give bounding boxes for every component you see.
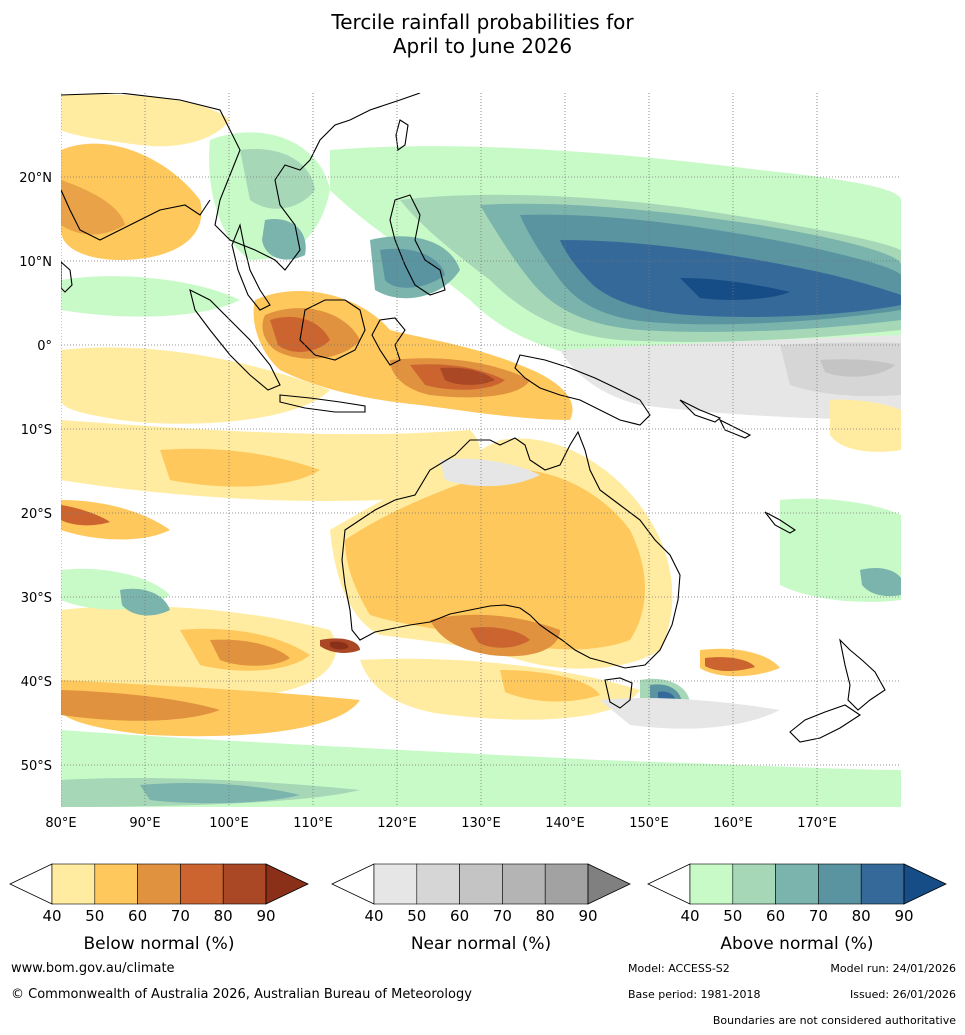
colorbar-tick: 70 xyxy=(809,907,828,925)
colorbar-tick: 70 xyxy=(493,907,512,925)
lon-label: 90°E xyxy=(129,816,160,831)
colorbar-tick: 90 xyxy=(578,907,597,925)
lon-label: 120°E xyxy=(377,816,417,831)
graticule xyxy=(61,93,901,807)
colorbar-tick: 80 xyxy=(852,907,871,925)
map-title: Tercile rainfall probabilities for April… xyxy=(0,10,965,58)
lat-label: 50°S xyxy=(21,759,52,774)
colorbar-segment xyxy=(860,863,905,905)
footer-base-period: Base period: 1981-2018 xyxy=(628,988,761,1001)
above-normal-colorbar: 40 50 60 70 80 90 Above normal (%) xyxy=(647,863,947,954)
colorbar-segment xyxy=(180,863,224,905)
probability-fields xyxy=(61,94,901,807)
colorbar-segment xyxy=(94,863,138,905)
lat-label: 20°N xyxy=(19,171,52,186)
colorbar-segment xyxy=(222,863,267,905)
lon-label: 140°E xyxy=(545,816,585,831)
colorbar-tick: 50 xyxy=(723,907,742,925)
colorbar-tick: 40 xyxy=(680,907,699,925)
lat-label: 40°S xyxy=(21,675,52,690)
colorbar-over-arrow xyxy=(903,863,947,905)
lat-label: 20°S xyxy=(21,507,52,522)
colorbar-under-arrow xyxy=(331,863,375,905)
title-line-1: Tercile rainfall probabilities for xyxy=(331,10,634,34)
colorbar-under-arrow xyxy=(9,863,53,905)
colorbar-over-arrow xyxy=(265,863,309,905)
colorbar-segment xyxy=(459,863,503,905)
colorbar-segment xyxy=(416,863,460,905)
colorbar-segment xyxy=(373,863,418,905)
colorbar-label: Above normal (%) xyxy=(720,934,873,954)
colorbar-tick: 60 xyxy=(128,907,147,925)
lon-label: 160°E xyxy=(713,816,753,831)
lat-label: 10°S xyxy=(21,423,52,438)
colorbar-tick: 50 xyxy=(85,907,104,925)
lon-label: 170°E xyxy=(797,816,837,831)
lon-label: 110°E xyxy=(293,816,333,831)
title-line-2: April to June 2026 xyxy=(392,34,573,58)
lon-label: 130°E xyxy=(461,816,501,831)
colorbar-tick: 70 xyxy=(171,907,190,925)
lat-label: 30°S xyxy=(21,591,52,606)
colorbar-tick: 40 xyxy=(364,907,383,925)
footer-model: Model: ACCESS-S2 xyxy=(628,962,730,975)
colorbar-tick: 90 xyxy=(894,907,913,925)
colorbar-segment xyxy=(137,863,181,905)
below-normal-colorbar: 40 50 60 70 80 90 Below normal (%) xyxy=(9,863,309,954)
colorbar-tick: 80 xyxy=(536,907,555,925)
colorbar-label: Near normal (%) xyxy=(411,934,551,954)
lat-label: 0° xyxy=(37,339,52,354)
colorbar-tick: 40 xyxy=(42,907,61,925)
longitude-labels: 80°E 90°E 100°E 110°E 120°E 130°E 140°E 150°E 16… xyxy=(45,816,836,831)
colorbar-segment xyxy=(544,863,589,905)
footer-copyright: © Commonwealth of Australia 2026, Austra… xyxy=(11,987,472,1002)
colorbar-tick: 80 xyxy=(214,907,233,925)
footer-disclaimer: Boundaries are not considered authoritat… xyxy=(712,1014,956,1027)
colorbar-segment xyxy=(732,863,776,905)
colorbar-segment xyxy=(502,863,546,905)
colorbar-tick: 50 xyxy=(407,907,426,925)
colorbar-over-arrow xyxy=(587,863,631,905)
colorbar-segment xyxy=(775,863,819,905)
map-area xyxy=(61,93,901,807)
colorbar-label: Below normal (%) xyxy=(84,934,235,954)
colorbar-segment xyxy=(818,863,862,905)
colorbar-tick: 90 xyxy=(256,907,275,925)
colorbar-tick: 60 xyxy=(766,907,785,925)
near-normal-colorbar: 40 50 60 70 80 90 Near normal (%) xyxy=(331,863,631,954)
colorbars: 40 50 60 70 80 90 Below normal (%) 40 50 60 70 80 90… xyxy=(9,863,947,954)
lat-label: 10°N xyxy=(19,255,52,270)
colorbar-tick: 60 xyxy=(450,907,469,925)
footer-issued: Issued: 26/01/2026 xyxy=(849,988,956,1001)
footer-url[interactable]: www.bom.gov.au/climate xyxy=(11,961,175,976)
lon-label: 80°E xyxy=(45,816,76,831)
footer-model-run: Model run: 24/01/2026 xyxy=(830,962,956,975)
lon-label: 150°E xyxy=(629,816,669,831)
lon-label: 100°E xyxy=(209,816,249,831)
coastlines xyxy=(61,93,886,743)
colorbar-under-arrow xyxy=(647,863,691,905)
colorbar-segment xyxy=(51,863,96,905)
latitude-labels: 20°N 10°N 0° 10°S 20°S 30°S 40°S 50°S xyxy=(19,171,52,774)
colorbar-segment xyxy=(689,863,734,905)
